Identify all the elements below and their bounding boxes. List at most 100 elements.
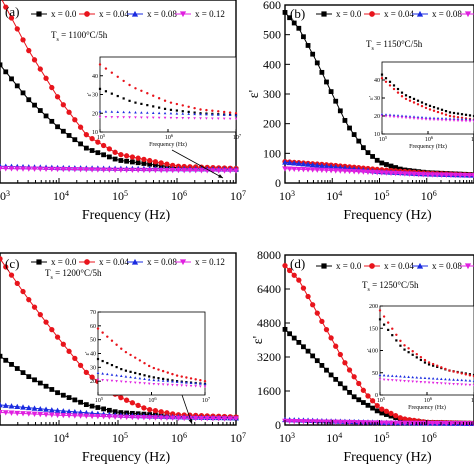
data-point	[337, 108, 343, 114]
data-point	[300, 167, 307, 173]
data-point	[355, 169, 362, 175]
data-point	[66, 348, 72, 354]
data-point	[2, 166, 9, 172]
inset-data-point	[468, 120, 472, 123]
inset-x-axis-label: Frequency (Hz)	[408, 404, 446, 411]
x-tick-label: 106	[421, 189, 437, 204]
legend: x = 0.0x = 0.04x = 0.08x = 0.12	[316, 9, 474, 19]
inset-data-point	[416, 103, 420, 106]
inset-pointer-line	[171, 149, 224, 179]
data-point	[309, 161, 316, 168]
data-point	[300, 419, 307, 425]
inset-data-point	[189, 381, 193, 384]
data-point	[31, 411, 38, 417]
legend-entry: x = 0.08	[147, 9, 177, 19]
data-point	[351, 420, 358, 426]
data-point	[379, 406, 385, 412]
data-point	[89, 167, 95, 173]
inset-data-point	[122, 97, 125, 100]
inset-data-point	[378, 373, 382, 377]
legend-swatch-marker	[416, 262, 424, 269]
data-point	[370, 154, 375, 159]
data-point	[71, 413, 78, 419]
data-point	[54, 412, 61, 419]
data-point	[49, 326, 55, 333]
inset-data-point	[468, 374, 472, 377]
data-point	[300, 285, 307, 291]
data-point	[342, 118, 348, 123]
data-point	[301, 344, 306, 350]
data-point	[112, 414, 119, 420]
inset: 105 106 107 0 50 100 150 200 Frequency (Hz) ε'	[367, 304, 474, 411]
data-point	[37, 166, 44, 172]
data-point	[158, 160, 164, 166]
inset-data-point	[140, 111, 143, 114]
data-point	[300, 161, 307, 167]
inset-data-point	[388, 84, 392, 87]
inset-data-point	[416, 115, 420, 119]
data-point	[378, 420, 385, 426]
data-point	[14, 410, 21, 417]
y-tick-label: 400	[263, 57, 281, 71]
inset-data-point	[175, 374, 179, 377]
inset-data-point	[161, 379, 165, 382]
data-point	[318, 167, 325, 174]
data-point	[164, 161, 170, 167]
data-point	[31, 405, 38, 411]
inset-data-point	[181, 117, 185, 120]
data-point	[54, 334, 61, 340]
inset-data-point	[390, 379, 394, 382]
inset-x-tick-label: 107	[233, 133, 242, 142]
data-point	[170, 162, 176, 168]
data-point	[181, 168, 188, 174]
inset-data-point	[382, 323, 386, 326]
inset-y-tick-label: 30	[374, 96, 380, 102]
data-point	[20, 90, 26, 96]
legend-entry: x = 0.0	[336, 261, 362, 271]
data-point	[337, 381, 343, 387]
inset-data-point	[163, 107, 167, 110]
data-point	[360, 400, 366, 405]
inset-data-point	[122, 110, 125, 114]
data-point	[411, 171, 417, 178]
inset-data-point	[169, 108, 173, 111]
inset-data-point	[151, 116, 155, 120]
y-tick-label: 1600	[257, 384, 281, 398]
data-point	[314, 419, 321, 425]
inset-data-point	[468, 383, 472, 387]
data-point	[324, 367, 329, 373]
inset-data-point	[199, 379, 202, 382]
inset-data-point	[432, 109, 436, 112]
inset-data-point	[115, 343, 118, 346]
data-point	[415, 420, 422, 427]
inset-data-point	[416, 99, 420, 102]
data-point	[295, 419, 302, 425]
inset-series-x---0-04	[378, 309, 474, 378]
data-point	[60, 102, 66, 108]
data-point	[106, 154, 112, 160]
data-point	[333, 98, 339, 104]
inset-data-point	[116, 94, 119, 98]
x-axis-label: Frequency (Hz)	[343, 450, 432, 465]
inset-data-point	[400, 114, 404, 117]
data-point	[72, 117, 78, 123]
inset-data-point	[110, 379, 114, 383]
inset-data-point	[420, 104, 424, 108]
inset-data-point	[456, 383, 459, 386]
inset-data-point	[420, 101, 424, 104]
inset-x-tick-label: 105	[97, 133, 106, 142]
inset-series-x---0-08	[98, 110, 238, 117]
data-point	[360, 169, 367, 175]
data-point	[147, 161, 153, 167]
data-point	[83, 413, 90, 419]
inset-y-tick-label: 0	[375, 393, 378, 399]
data-point	[66, 413, 72, 419]
data-point	[337, 351, 343, 358]
inset-data-point	[396, 87, 400, 91]
data-point	[14, 83, 20, 89]
inset-data-point	[98, 115, 102, 119]
data-point	[141, 156, 147, 163]
legend-swatch-marker	[416, 10, 424, 17]
inset-data-point	[427, 363, 431, 366]
inset-data-point	[436, 364, 439, 367]
